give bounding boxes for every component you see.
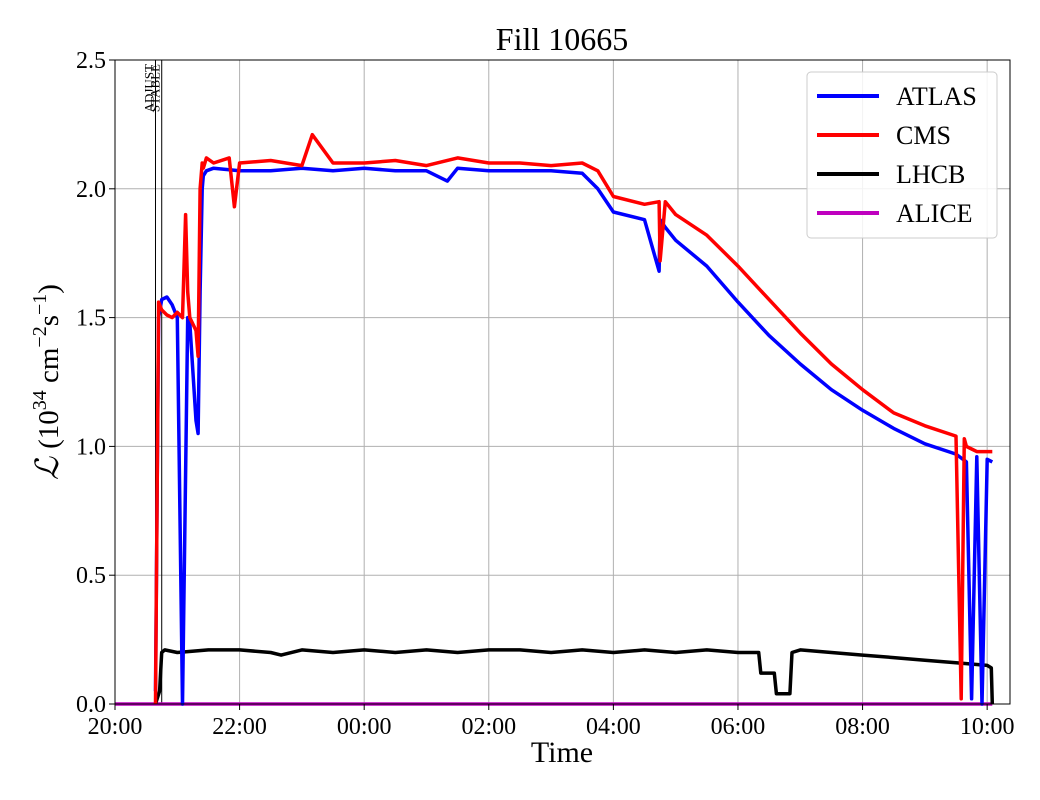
- series-line-lhcb: [153, 648, 995, 705]
- phase-marker-label: ADJUST: [141, 64, 156, 112]
- x-tick-label: 20:00: [88, 714, 143, 740]
- y-axis-ticks: 0.0 0.5 1.0 1.5 2.0 2.5: [76, 48, 115, 718]
- x-tick-label: 10:00: [960, 714, 1015, 740]
- plot-frame: [114, 59, 1011, 705]
- y-axis-label: ℒ(1034 cm−2s−1): [29, 284, 65, 480]
- legend-label-cms: CMS: [896, 121, 951, 150]
- chart-title: Fill 10665: [496, 21, 628, 57]
- legend-label-atlas: ATLAS: [896, 82, 977, 111]
- legend-box: [806, 71, 998, 239]
- x-tick-label: 02:00: [461, 714, 516, 740]
- y-tick-label: 2.5: [76, 48, 106, 74]
- series-line-atlas: [153, 166, 994, 706]
- y-tick-label: 2.0: [76, 177, 106, 203]
- y-tick-label: 1.5: [76, 306, 106, 332]
- phase-marker-label: STABLE: [148, 64, 163, 112]
- x-tick-label: 08:00: [835, 714, 890, 740]
- x-tick-label: 06:00: [711, 714, 766, 740]
- series-line-cms: [153, 132, 993, 705]
- y-tick-label: 0.5: [76, 563, 106, 589]
- x-tick-label: 04:00: [586, 714, 641, 740]
- x-axis-ticks: 20:00 22:00 00:00 02:00 04:00 06:00 08:00 10:00: [88, 704, 1015, 740]
- legend-label-alice: ALICE: [896, 199, 973, 228]
- y-tick-label: 1.0: [76, 434, 106, 460]
- x-axis-label: Time: [531, 736, 593, 769]
- y-tick-label: 0.0: [76, 692, 106, 718]
- legend: ATLAS CMS LHCB ALICE: [806, 71, 998, 239]
- x-tick-label: 22:00: [212, 714, 267, 740]
- legend-label-lhcb: LHCB: [896, 160, 965, 189]
- x-tick-label: 00:00: [337, 714, 392, 740]
